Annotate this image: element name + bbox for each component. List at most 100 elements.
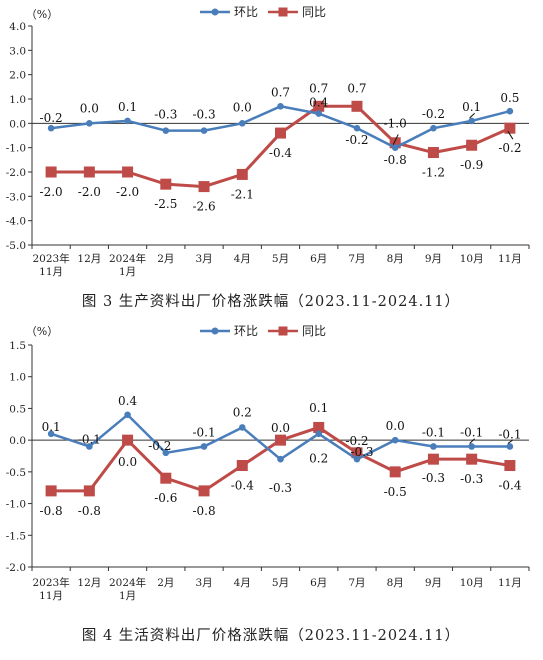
data-label: -0.1	[460, 425, 483, 439]
y-tick-label: -1.0	[6, 143, 26, 155]
x-tick-label: 8月	[387, 253, 404, 265]
data-label: 0.1	[462, 100, 481, 114]
y-tick-label: -4.0	[6, 216, 26, 228]
data-label: -0.4	[269, 146, 293, 160]
chart-caption: 图 4 生活资料出厂价格涨跌幅（2023.11-2024.11）	[82, 627, 460, 644]
data-point	[506, 107, 514, 115]
x-tick-label: 11月	[498, 253, 522, 265]
label-leader-line	[469, 438, 475, 444]
legend-label: 环比	[234, 324, 258, 338]
data-point	[466, 453, 478, 465]
legend-marker	[211, 8, 219, 16]
data-point	[504, 122, 516, 134]
x-tick-label: 11月	[498, 577, 522, 589]
data-label: -0.1	[498, 427, 521, 441]
x-tick-label: 10月	[460, 253, 484, 265]
data-point	[391, 144, 399, 151]
x-tick-label: 12月	[77, 577, 101, 589]
y-tick-label: 0.0	[9, 435, 26, 447]
label-leader-line	[469, 112, 475, 119]
data-point	[162, 127, 170, 134]
x-tick-label: 9月	[425, 253, 442, 265]
legend-marker	[278, 326, 288, 336]
y-tick-label: 1.0	[9, 372, 26, 384]
data-point	[160, 178, 172, 190]
data-point	[466, 139, 478, 151]
data-label: -0.9	[460, 158, 483, 172]
data-label: -1.2	[422, 166, 445, 180]
y-tick-label: 2.0	[9, 70, 26, 82]
data-label: -0.3	[269, 481, 292, 495]
data-point	[124, 117, 131, 125]
data-label: -0.8	[78, 504, 101, 518]
data-label: -2.1	[231, 187, 254, 201]
x-tick-label: 2月	[157, 577, 174, 589]
x-tick-label: 8月	[387, 577, 404, 589]
data-label: 0.0	[80, 101, 99, 115]
data-label: -0.3	[350, 445, 373, 459]
data-point	[277, 103, 284, 110]
data-label: -2.0	[116, 185, 139, 199]
data-label: 0.0	[118, 455, 137, 469]
data-point	[86, 443, 93, 450]
x-tick-label: 1月	[119, 266, 136, 278]
legend-marker	[211, 327, 219, 335]
data-point	[45, 485, 57, 497]
x-tick-label: 7月	[348, 253, 365, 265]
y-tick-label: 1.5	[9, 340, 26, 352]
x-tick-label: 5月	[272, 253, 289, 265]
data-point	[313, 100, 325, 112]
data-label: -0.2	[498, 141, 521, 155]
data-label: 0.1	[42, 420, 61, 434]
data-point	[124, 411, 131, 419]
data-point	[353, 124, 361, 132]
data-point	[353, 455, 361, 463]
legend-label: 环比	[234, 5, 258, 19]
data-point	[122, 166, 134, 178]
x-tick-label: 11月	[39, 590, 63, 602]
data-label: -2.0	[78, 185, 101, 199]
data-label: 0.1	[309, 401, 328, 415]
data-label: 0.7	[271, 85, 290, 99]
data-label: 0.0	[386, 419, 405, 433]
y-tick-label: -1.0	[6, 499, 26, 511]
data-point	[315, 430, 323, 438]
y-tick-label: -5.0	[6, 240, 26, 252]
x-tick-label: 10月	[460, 577, 484, 589]
label-leader-line	[392, 134, 399, 145]
y-tick-label: 3.0	[9, 45, 26, 57]
y-unit-label: （%）	[26, 325, 58, 338]
data-label: -0.4	[498, 479, 522, 493]
legend-label: 同比	[302, 5, 326, 19]
x-tick-label: 1月	[119, 590, 136, 602]
x-tick-label: 9月	[425, 577, 442, 589]
data-point	[391, 436, 399, 444]
data-label: 0.7	[347, 81, 366, 95]
x-tick-label: 11月	[39, 266, 63, 278]
data-point	[427, 453, 439, 465]
data-point	[275, 434, 286, 446]
data-label: -2.6	[192, 200, 215, 214]
y-tick-label: 4.0	[9, 21, 26, 33]
data-point	[389, 466, 401, 478]
x-tick-label: 12月	[77, 253, 101, 265]
data-label: -0.2	[40, 111, 63, 125]
x-tick-label: 2023年	[32, 252, 69, 265]
legend-marker	[278, 7, 288, 17]
y-tick-label: -1.5	[6, 530, 26, 542]
chart-3: 4.0 3.0 2.0 1.0 0.0 -1.0 -2.0 -3.0 -4.0 -5.0 2023年…	[6, 5, 530, 310]
x-tick-label: 4月	[234, 253, 251, 265]
data-point	[238, 120, 246, 127]
x-tick-label: 2024年	[109, 252, 146, 265]
data-label: 0.7	[309, 81, 328, 95]
data-point	[236, 168, 248, 180]
data-label: -0.3	[422, 471, 445, 485]
data-point	[200, 443, 208, 450]
data-point	[277, 455, 284, 463]
y-tick-label: -2.0	[6, 167, 26, 179]
x-tick-label: 5月	[272, 577, 289, 589]
data-label: -0.8	[384, 153, 407, 167]
data-label: -0.8	[192, 504, 215, 518]
